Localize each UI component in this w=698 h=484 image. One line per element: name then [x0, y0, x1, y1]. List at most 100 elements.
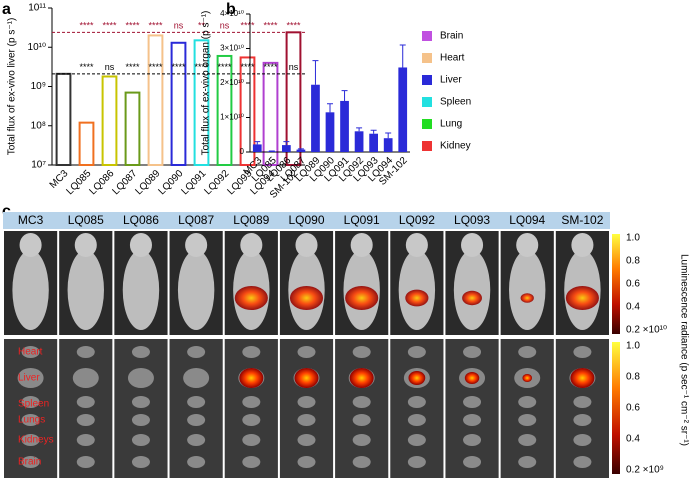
organ: [183, 368, 210, 388]
bar-segment: [282, 145, 291, 152]
organ: [407, 414, 426, 426]
bar-segment: [383, 138, 393, 152]
error-bar: [370, 129, 377, 134]
signal: [234, 286, 268, 310]
y-tick-label: 1×10¹⁰: [220, 113, 244, 122]
bar: [170, 41, 187, 166]
error-bar: [283, 141, 290, 146]
bar: [78, 121, 95, 166]
organ: [573, 434, 592, 446]
organ-signal: [522, 374, 533, 382]
legend-swatch: [422, 119, 432, 129]
organ-signal: [464, 372, 480, 384]
organ-image: [4, 339, 58, 478]
signal: [462, 290, 482, 306]
legend-label: Kidney: [440, 141, 471, 152]
organ: [131, 456, 150, 468]
y-tick-label: 0: [240, 147, 245, 156]
significance-label: ****: [102, 21, 117, 31]
organ-label: Liver: [18, 373, 40, 384]
bar-segment: [369, 133, 378, 152]
x-tick-label: LQ091: [179, 168, 208, 197]
organ: [352, 414, 371, 426]
column-label: LQ087: [178, 213, 214, 227]
organ-image: [279, 339, 334, 478]
mouse-head: [516, 233, 539, 257]
mouse-body: [67, 250, 104, 330]
column-label: LQ094: [509, 213, 545, 227]
bar: [216, 54, 233, 166]
organ: [76, 414, 95, 426]
mouse-body: [509, 250, 546, 330]
significance-label: ****: [79, 21, 94, 31]
error-bar: [297, 148, 304, 150]
organ-signal: [570, 368, 595, 388]
colorbar-label: 0.6: [626, 279, 640, 290]
y-tick-label: 10¹⁰: [28, 42, 46, 53]
organ: [518, 346, 537, 358]
column-label: LQ089: [233, 213, 269, 227]
signal: [565, 286, 599, 310]
mouse-head: [350, 233, 373, 257]
legend-swatch: [422, 31, 432, 41]
significance-label: ****: [125, 21, 140, 31]
legend-swatch: [422, 141, 432, 151]
legend-swatch: [422, 75, 432, 85]
organ-label: Brain: [18, 457, 41, 468]
organ: [76, 346, 95, 358]
x-tick-label: LQ092: [202, 168, 231, 197]
organ: [407, 456, 426, 468]
signal: [520, 293, 534, 303]
organ: [187, 434, 206, 446]
mouse-body: [122, 250, 160, 330]
legend-label: Lung: [440, 119, 462, 130]
significance-label: ****: [148, 62, 163, 72]
mouse-head: [129, 233, 152, 257]
organ: [131, 346, 150, 358]
organ: [463, 414, 482, 426]
organ: [76, 456, 95, 468]
colorbar-label: 0.2 ×10⁹: [626, 465, 664, 476]
organ: [573, 396, 592, 408]
error-bar: [399, 44, 406, 68]
mouse-head: [571, 233, 594, 257]
organ: [518, 414, 537, 426]
organ: [463, 456, 482, 468]
colorbar-label: 0.8: [626, 372, 640, 383]
bar: [101, 75, 118, 166]
colorbar-label: 0.8: [626, 256, 640, 267]
organ-label: Heart: [18, 347, 43, 358]
error-bar: [327, 103, 333, 113]
bar-segment: [354, 131, 364, 152]
organ: [463, 434, 482, 446]
y-axis-label: Total flux of ex-vivo liver (p s⁻¹): [7, 18, 18, 156]
legend-swatch: [422, 53, 432, 63]
column-label: LQ085: [68, 213, 104, 227]
bar: [193, 39, 210, 166]
organ: [131, 414, 150, 426]
mouse-body: [177, 250, 215, 330]
column-label: SM-102: [561, 213, 603, 227]
organ-signal: [349, 368, 374, 388]
mouse-body: [12, 250, 49, 330]
significance-label: ****: [286, 21, 301, 31]
signal: [289, 286, 324, 310]
legend-label: Brain: [440, 31, 463, 42]
organ: [297, 414, 316, 426]
organ: [518, 396, 537, 408]
significance-label: ****: [148, 21, 163, 31]
bar-segment: [398, 67, 408, 152]
x-tick-label: LQ089: [133, 168, 162, 197]
significance-label: **: [198, 21, 206, 31]
colorbar-label: 0.6: [626, 403, 640, 414]
organ: [407, 434, 426, 446]
organ: [127, 368, 154, 388]
x-tick-label: LQ086: [87, 168, 116, 197]
organ-image: [500, 339, 554, 478]
organ-image: [224, 339, 278, 478]
organ: [352, 434, 371, 446]
organ-image: [390, 339, 444, 478]
y-tick-label: 4×10¹⁰: [220, 9, 244, 18]
bar-segment: [267, 151, 277, 152]
bar: [262, 61, 279, 166]
